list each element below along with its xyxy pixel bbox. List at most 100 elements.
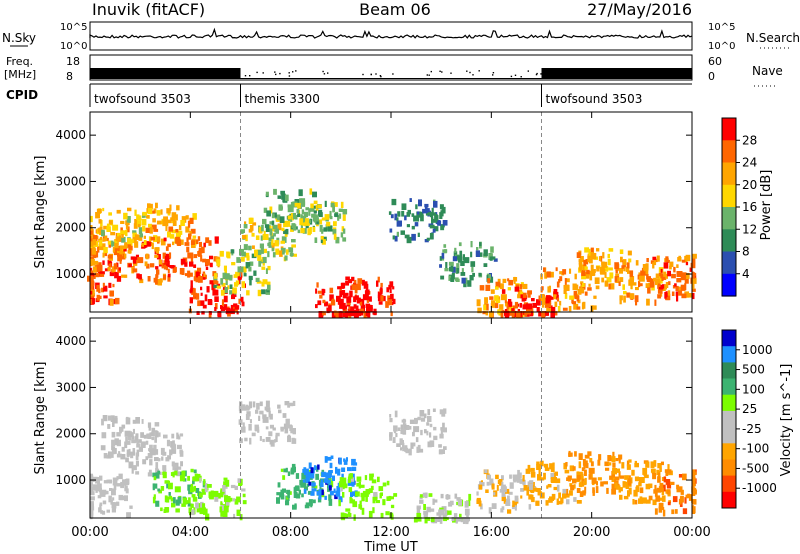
range-cell [590, 247, 594, 253]
range-cell [245, 262, 251, 269]
range-cell [116, 275, 122, 282]
range-cell [326, 221, 331, 227]
range-cell [369, 473, 374, 481]
range-cell [503, 498, 506, 504]
range-cell [353, 296, 357, 303]
range-cell [124, 497, 127, 501]
range-cell [368, 510, 373, 518]
range-cell [658, 276, 663, 284]
range-cell [431, 216, 434, 224]
range-cell [472, 272, 475, 277]
range-cell [662, 287, 666, 291]
range-cell [439, 256, 442, 261]
range-cell [143, 240, 147, 245]
range-cell [646, 258, 649, 263]
range-cell [156, 210, 161, 216]
range-cell [458, 242, 462, 247]
range-cell [92, 476, 98, 481]
range-cell [438, 444, 442, 448]
range-cell [320, 482, 324, 488]
range-cell [389, 434, 393, 441]
range-cell [678, 498, 682, 505]
range-cell [104, 490, 109, 495]
range-cell [508, 301, 513, 307]
range-cell [187, 484, 192, 491]
range-cell [90, 299, 93, 304]
range-cell [90, 280, 95, 287]
range-cell [199, 492, 203, 498]
range-cell [298, 489, 301, 495]
range-cell [635, 260, 639, 266]
freq-panel: Freq. [MHz] 18 8 60 0 Nave [4, 54, 783, 87]
range-cell [418, 448, 424, 453]
range-cell [108, 263, 112, 267]
range-cell [199, 477, 202, 483]
range-cell [467, 280, 472, 287]
range-cell [442, 513, 447, 521]
range-cell [109, 271, 115, 277]
range-cell [589, 274, 593, 281]
range-cell [184, 242, 190, 246]
range-cell [153, 277, 157, 283]
range-cell [167, 273, 171, 278]
range-cell [354, 288, 358, 294]
range-cell [578, 483, 583, 487]
range-cell [390, 514, 394, 520]
range-cell [644, 474, 649, 479]
range-cell [442, 422, 445, 430]
colorbar-swatch [722, 251, 736, 275]
data-point [187, 252, 194, 259]
range-cell [116, 483, 121, 487]
range-cell [97, 484, 100, 492]
range-cell [280, 190, 285, 195]
range-cell [220, 278, 224, 285]
range-cell [162, 471, 167, 479]
range-cell [692, 474, 695, 480]
range-cell [111, 502, 116, 509]
range-cell [671, 509, 675, 515]
range-cell [522, 479, 526, 486]
range-cell [268, 410, 271, 418]
range-cell [490, 303, 495, 308]
range-cell [666, 483, 672, 489]
range-cell [248, 217, 253, 224]
range-cell [140, 442, 146, 448]
range-cell [170, 497, 175, 502]
range-cell [555, 294, 559, 300]
range-cell [242, 234, 247, 240]
range-cell [282, 196, 285, 202]
range-cell [93, 247, 96, 253]
velocity-colorbar-label: Velocity [m s^-1] [779, 364, 794, 477]
range-cell [501, 289, 506, 294]
range-cell [642, 269, 647, 276]
range-cell [612, 462, 616, 468]
range-cell [335, 490, 341, 497]
range-cell [191, 509, 195, 516]
range-cell [556, 297, 560, 302]
range-cell [345, 276, 350, 281]
range-cell [353, 304, 357, 309]
range-cell [195, 488, 200, 493]
range-cell [191, 494, 196, 498]
range-cell [331, 294, 334, 300]
range-cell [536, 488, 541, 492]
range-cell [569, 268, 572, 274]
range-cell [322, 299, 326, 304]
range-cell [138, 215, 142, 221]
range-cell [423, 504, 426, 511]
range-cell [438, 517, 441, 522]
range-cell [676, 264, 679, 268]
range-cell [647, 287, 651, 294]
range-cell [464, 508, 470, 516]
range-cell [514, 505, 517, 511]
range-cell [178, 224, 182, 231]
range-cell [585, 259, 589, 265]
range-cell [581, 276, 586, 280]
range-cell [413, 517, 418, 523]
range-cell [417, 444, 421, 451]
range-cell [128, 263, 132, 268]
range-cell [245, 404, 249, 411]
range-cell [153, 228, 159, 232]
range-cell [664, 469, 669, 473]
colorbar-tick-label: -500 [742, 461, 769, 475]
